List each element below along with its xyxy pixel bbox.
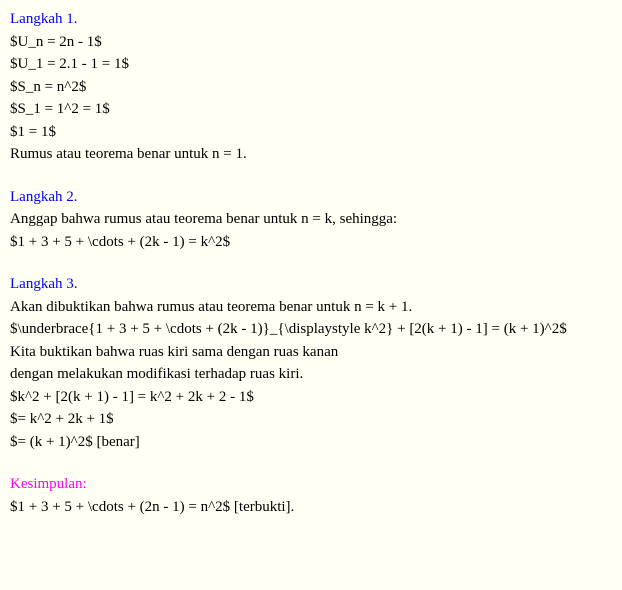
step-3-line: dengan melakukan modifikasi terhadap rua… <box>10 363 612 386</box>
step-1-line: Rumus atau teorema benar untuk n = 1. <box>10 143 612 166</box>
step-3-heading: Langkah 3. <box>10 273 612 296</box>
step-2: Langkah 2. Anggap bahwa rumus atau teore… <box>10 186 612 254</box>
step-2-line: Anggap bahwa rumus atau teorema benar un… <box>10 208 612 231</box>
step-1-line: $S_1 = 1^2 = 1$ <box>10 98 612 121</box>
step-1-line: $1 = 1$ <box>10 121 612 144</box>
step-1-line: $S_n = n^2$ <box>10 76 612 99</box>
step-3-line: Kita buktikan bahwa ruas kiri sama denga… <box>10 341 612 364</box>
conclusion-line: $1 + 3 + 5 + \cdots + (2n - 1) = n^2$ [t… <box>10 496 612 519</box>
step-3-line: $\underbrace{1 + 3 + 5 + \cdots + (2k - … <box>10 318 612 341</box>
step-3-line: $= (k + 1)^2$ [benar] <box>10 431 612 454</box>
step-3-line: $= k^2 + 2k + 1$ <box>10 408 612 431</box>
step-3-line: $k^2 + [2(k + 1) - 1] = k^2 + 2k + 2 - 1… <box>10 386 612 409</box>
step-1-line: $U_1 = 2.1 - 1 = 1$ <box>10 53 612 76</box>
step-2-heading: Langkah 2. <box>10 186 612 209</box>
step-3-line: Akan dibuktikan bahwa rumus atau teorema… <box>10 296 612 319</box>
conclusion-heading: Kesimpulan: <box>10 473 612 496</box>
step-1-heading: Langkah 1. <box>10 8 612 31</box>
step-1-line: $U_n = 2n - 1$ <box>10 31 612 54</box>
step-1: Langkah 1. $U_n = 2n - 1$ $U_1 = 2.1 - 1… <box>10 8 612 166</box>
step-3: Langkah 3. Akan dibuktikan bahwa rumus a… <box>10 273 612 453</box>
step-2-line: $1 + 3 + 5 + \cdots + (2k - 1) = k^2$ <box>10 231 612 254</box>
conclusion: Kesimpulan: $1 + 3 + 5 + \cdots + (2n - … <box>10 473 612 518</box>
